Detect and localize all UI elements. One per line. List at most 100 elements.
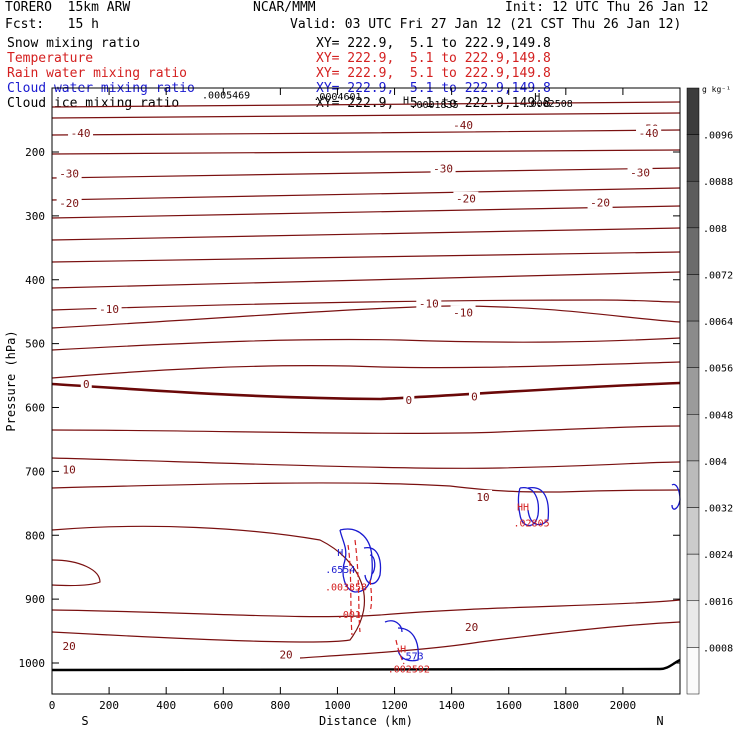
colorbar-tick-label: .008 — [703, 224, 727, 235]
valid-time: Valid: 03 UTC Fri 27 Jan 12 (21 CST Thu … — [290, 17, 682, 32]
temp-label-bg — [474, 489, 493, 503]
isotherm-line — [51, 599, 681, 618]
temperature-label: -30 — [59, 168, 79, 181]
isotherm-line — [51, 227, 681, 241]
y-axis-label: Pressure (hPa) — [4, 330, 18, 431]
contour-annotation: .573 — [400, 651, 424, 662]
contour-annotation: H — [337, 548, 343, 559]
cloud-water-contour — [339, 528, 373, 593]
temperature-label: -10 — [419, 297, 439, 310]
isotherm-line — [51, 299, 681, 311]
temp-label-bg — [627, 165, 653, 179]
model-title: TORERO 15km ARW — [5, 0, 131, 15]
isotherm-line — [51, 337, 681, 351]
x-tick-label: 2000 — [610, 699, 637, 712]
x-tick-label: 600 — [213, 699, 233, 712]
temp-label-bg — [450, 118, 476, 132]
temperature-label: 20 — [279, 649, 292, 662]
x-tick-label: 1600 — [495, 699, 522, 712]
colorbar-swatch — [686, 134, 700, 182]
colorbar-tick-label: .0064 — [703, 317, 733, 328]
temperature-label: -10 — [99, 303, 119, 316]
temp-label-bg — [60, 638, 79, 652]
cloud-water-contour — [397, 627, 419, 662]
center-title: NCAR/MMM — [253, 0, 316, 15]
y-tick-label: 500 — [25, 338, 45, 351]
temp-label-bg — [60, 462, 79, 476]
temp-label-bg — [68, 125, 94, 139]
colorbar-swatch — [686, 507, 700, 555]
x-tick-label: 1000 — [324, 699, 351, 712]
colorbar-swatch — [686, 274, 700, 322]
x-tick-label: 1200 — [381, 699, 408, 712]
isotherm-line — [51, 251, 681, 263]
colorbar-swatch — [686, 553, 700, 602]
isotherm-line — [51, 149, 681, 155]
legend-temperature: Temperature — [7, 51, 94, 66]
x-tick-label: 400 — [156, 699, 176, 712]
isotherm-line — [51, 167, 681, 179]
cloud-water-contour — [363, 547, 382, 585]
temperature-label: 10 — [63, 463, 76, 476]
temp-label-bg — [468, 389, 480, 403]
contour-annotation: HH — [517, 503, 529, 514]
isotherm-line — [51, 271, 681, 289]
contour-annotation: .0001835 — [410, 100, 458, 111]
y-tick-label: 700 — [25, 465, 45, 478]
temperature-label: -10 — [453, 306, 473, 319]
colorbar-tick-label: .0088 — [703, 177, 733, 188]
temperature-label: -40 — [71, 127, 91, 140]
legend-snow-xy: XY= 222.9, 5.1 to 222.9,149.8 — [316, 36, 551, 51]
isotherm-line — [51, 361, 681, 379]
temp-label-bg — [462, 620, 481, 634]
temp-label-bg — [56, 166, 82, 180]
x-tick-label: 1800 — [553, 699, 580, 712]
cloud-water-contour — [384, 620, 403, 633]
colorbar-tick-label: .0072 — [703, 270, 733, 281]
colorbar-swatch — [686, 600, 700, 648]
legend-cloud-ice: Cloud ice mixing ratio — [7, 96, 180, 111]
temperature-label: -30 — [433, 163, 453, 176]
contour-annotation: H — [400, 644, 406, 655]
cloud-water-contour — [671, 483, 681, 510]
contour-annotation: .6554 — [325, 565, 355, 576]
rain-water-contour — [369, 579, 373, 613]
temp-label-bg — [430, 161, 456, 175]
isotherm-line — [299, 621, 681, 659]
temp-label-bg — [453, 191, 479, 205]
colorbar-tick-label: .0016 — [703, 597, 733, 608]
isotherm-line — [51, 482, 681, 493]
hydrometeor-contours — [339, 483, 681, 665]
cloud-water-contour — [369, 554, 376, 575]
cloud-water-contour — [527, 487, 550, 526]
contour-annotation: .0002508 — [525, 99, 573, 110]
temperature-label: 0 — [406, 394, 413, 407]
isotherm-line — [51, 187, 681, 201]
legend-rain-xy: XY= 222.9, 5.1 to 222.9,149.8 — [316, 66, 551, 81]
colorbar-tick-label: .0048 — [703, 410, 733, 421]
temperature-label: -40 — [453, 119, 473, 132]
colorbar-swatch — [686, 180, 700, 229]
colorbar-swatch — [686, 87, 700, 135]
terrain-line — [51, 658, 681, 672]
colorbar-tick-label: .0056 — [703, 364, 733, 375]
colorbar-tick-label: .0096 — [703, 131, 733, 142]
temp-label-bg — [416, 296, 442, 310]
x-tick-label: 800 — [270, 699, 290, 712]
isotherm-line — [51, 425, 681, 434]
y-tick-label: 1000 — [19, 657, 46, 670]
temp-label-bg — [587, 195, 613, 209]
y-tick-label: 400 — [25, 274, 45, 287]
rain-water-contour — [395, 639, 405, 665]
temperature-label: -20 — [59, 197, 79, 210]
temp-label-bg — [636, 125, 662, 139]
temperature-label: 0 — [83, 378, 90, 391]
temp-label-bg — [96, 302, 122, 316]
colorbar-tick-label: .0032 — [703, 504, 733, 515]
temperature-label: -20 — [456, 193, 476, 206]
contour-annotation: .0005469 — [202, 91, 250, 102]
colorbar-swatch — [686, 367, 700, 415]
temp-label-bg — [403, 392, 415, 406]
plot-frame — [51, 87, 681, 695]
contour-annotation: H — [534, 92, 540, 103]
